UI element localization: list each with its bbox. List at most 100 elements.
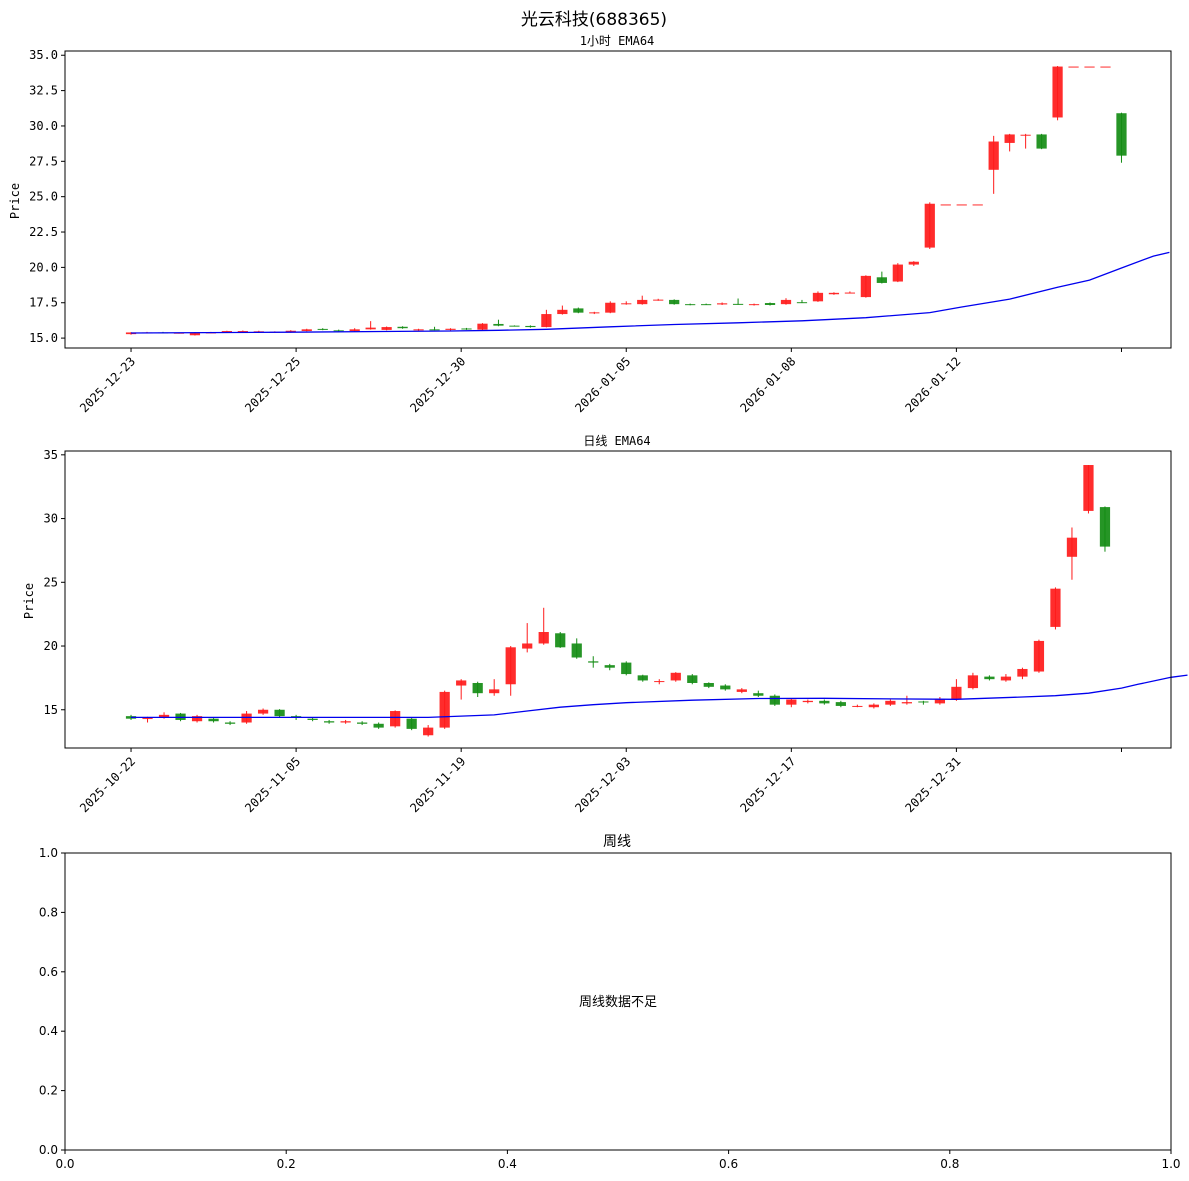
candle-body bbox=[573, 308, 584, 313]
candle bbox=[892, 263, 903, 283]
candle-body bbox=[397, 326, 408, 329]
weekly-message: 周线数据不足 bbox=[579, 995, 657, 1010]
candle bbox=[573, 307, 584, 314]
candle bbox=[429, 326, 440, 331]
candle-body bbox=[637, 299, 648, 305]
x-tick-label: 2025-11-05 bbox=[242, 754, 303, 815]
candle bbox=[984, 675, 995, 681]
candle bbox=[538, 607, 549, 645]
candle-body bbox=[142, 718, 153, 720]
candle bbox=[940, 204, 951, 206]
candle-body bbox=[461, 328, 472, 330]
candle bbox=[349, 328, 360, 332]
candle-body bbox=[472, 682, 483, 694]
candle bbox=[1000, 674, 1012, 682]
candle-body bbox=[324, 721, 335, 723]
candle-body bbox=[764, 303, 776, 306]
candle-body bbox=[541, 314, 552, 328]
daily-title: 日线 EMA64 bbox=[583, 434, 650, 448]
candle-body bbox=[1083, 465, 1094, 511]
daily-candles bbox=[125, 465, 1188, 737]
candle-body bbox=[413, 329, 424, 331]
candle-body bbox=[918, 701, 929, 703]
candle bbox=[406, 718, 417, 731]
candle-body bbox=[189, 332, 201, 336]
candle-body bbox=[769, 695, 780, 705]
candle-body bbox=[653, 299, 664, 301]
candle-body bbox=[852, 705, 863, 707]
figure-title: 光云科技(688365) bbox=[521, 10, 667, 30]
candle-body bbox=[429, 329, 440, 331]
candle-body bbox=[984, 676, 995, 680]
candle-body bbox=[525, 325, 536, 328]
candle bbox=[1100, 66, 1111, 68]
candle-body bbox=[819, 700, 830, 704]
candle-body bbox=[716, 303, 728, 305]
candle-body bbox=[489, 689, 500, 694]
candle-body bbox=[317, 328, 328, 330]
candle-body bbox=[860, 275, 871, 298]
candle-body bbox=[780, 299, 792, 305]
candle-body bbox=[892, 264, 903, 282]
candle bbox=[701, 303, 712, 306]
y-tick-label: 15.0 bbox=[29, 331, 58, 345]
candle bbox=[654, 679, 665, 685]
candle bbox=[301, 328, 312, 332]
y-tick-label: 30 bbox=[44, 512, 58, 526]
candle-body bbox=[901, 702, 912, 704]
x-tick-label: 2025-12-30 bbox=[407, 354, 468, 415]
candle bbox=[589, 311, 600, 315]
weekly-axes: 0.0 0.2 0.4 0.6 0.8 1.0 0.0 0.2 0.4 0.6 0.8 1.0 bbox=[39, 846, 1181, 1171]
candle-body bbox=[720, 685, 731, 690]
candle bbox=[835, 700, 846, 708]
candle-body bbox=[796, 302, 808, 304]
candle-body bbox=[670, 672, 681, 681]
candle-body bbox=[445, 328, 456, 330]
candle-body bbox=[812, 292, 824, 302]
y-tick-label: 35.0 bbox=[29, 48, 58, 62]
x-tick-label: 2026-01-05 bbox=[572, 354, 633, 415]
x-tick-label: 0.0 bbox=[55, 1157, 74, 1171]
x-tick-label: 2025-10-22 bbox=[77, 754, 138, 815]
candle bbox=[687, 674, 698, 685]
candle bbox=[472, 681, 483, 698]
candle-body bbox=[1004, 134, 1015, 143]
hourly-panel: 1小时 EMA64 Price 15.0 17.5 20.0 22.5 25.0 27.5… bbox=[8, 34, 1172, 415]
candle-body bbox=[522, 643, 533, 649]
candle bbox=[1033, 639, 1045, 673]
candle-body bbox=[1099, 507, 1111, 547]
candle bbox=[1083, 465, 1094, 514]
candle-body bbox=[605, 302, 616, 313]
candle-body bbox=[1116, 113, 1127, 156]
y-tick-label: 20.0 bbox=[29, 260, 58, 274]
candle-body bbox=[908, 261, 919, 265]
candle bbox=[796, 299, 808, 304]
candle-body bbox=[390, 711, 401, 727]
y-tick-label: 1.0 bbox=[39, 846, 58, 860]
daily-panel: 日线 EMA64 Price 15 20 25 30 35 2025-10-22 2025-… bbox=[22, 434, 1188, 815]
candle-body bbox=[654, 681, 665, 683]
candle-body bbox=[555, 633, 566, 648]
candle-body bbox=[333, 330, 344, 332]
candle-body bbox=[477, 323, 488, 330]
candle-body bbox=[1000, 676, 1012, 681]
candle-body bbox=[1100, 66, 1111, 68]
x-tick-label: 1.0 bbox=[1161, 1157, 1180, 1171]
candle bbox=[397, 326, 408, 329]
candle-body bbox=[924, 203, 935, 248]
candle bbox=[769, 694, 780, 706]
candle bbox=[780, 298, 792, 305]
candle bbox=[439, 690, 450, 729]
candle bbox=[885, 699, 896, 706]
candle-body bbox=[934, 699, 946, 704]
candle bbox=[509, 325, 520, 327]
candle-body bbox=[301, 329, 312, 332]
candle bbox=[191, 714, 203, 723]
candle-body bbox=[748, 304, 760, 306]
weekly-frame bbox=[64, 852, 1172, 1151]
candle-body bbox=[701, 304, 712, 306]
candle-body bbox=[208, 718, 219, 722]
hourly-title: 1小时 EMA64 bbox=[580, 34, 655, 48]
candle bbox=[876, 271, 887, 284]
y-tick-label: 25.0 bbox=[29, 190, 58, 204]
